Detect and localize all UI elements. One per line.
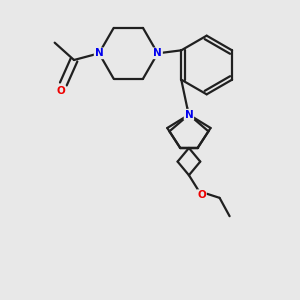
Text: O: O — [57, 86, 65, 96]
Text: O: O — [197, 190, 206, 200]
Text: N: N — [94, 48, 103, 58]
Text: N: N — [184, 110, 193, 120]
Text: N: N — [153, 48, 162, 58]
